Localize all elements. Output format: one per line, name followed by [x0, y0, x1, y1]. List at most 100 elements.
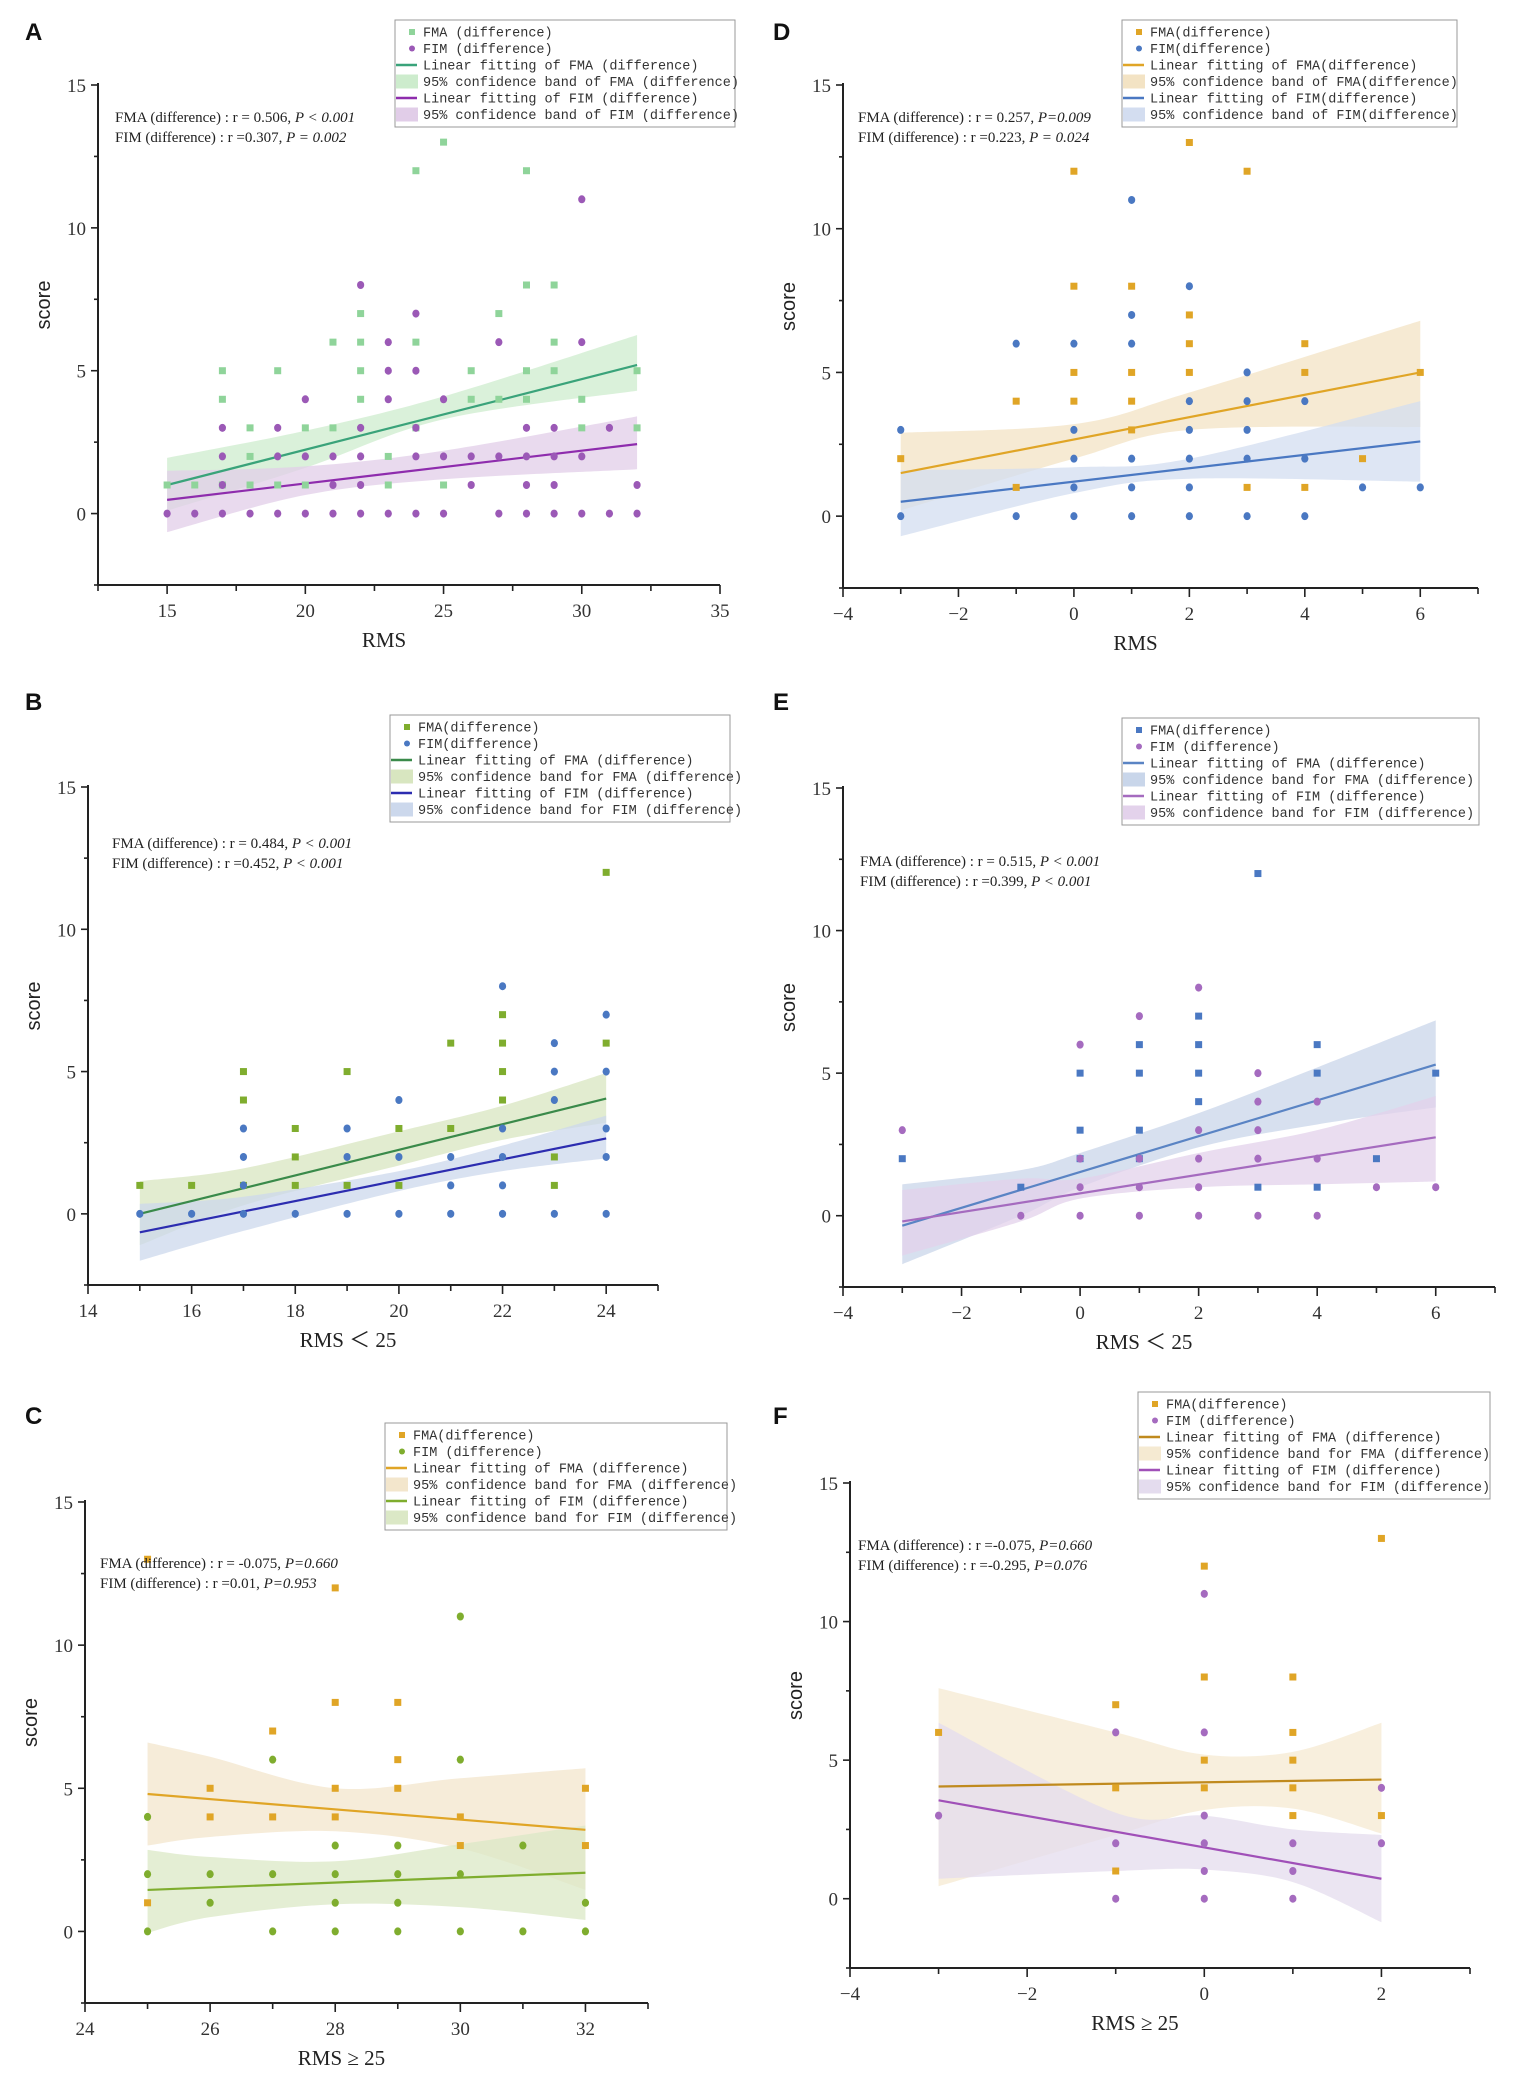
data-point: [191, 481, 199, 489]
x-tick-label: 14: [79, 1301, 99, 1322]
data-point: [395, 1096, 403, 1105]
data-point: [1135, 1041, 1143, 1049]
data-point: [274, 509, 282, 518]
data-point: [1012, 483, 1020, 491]
data-point: [519, 1927, 527, 1936]
data-point: [239, 1096, 247, 1104]
data-point: [1289, 1756, 1297, 1764]
data-point: [1289, 1839, 1297, 1848]
x-tick-label: 24: [76, 2019, 96, 2040]
legend-box: [394, 19, 736, 128]
data-point: [1432, 1183, 1440, 1192]
x-axis-title: RMS: [1113, 631, 1157, 655]
legend-entry: 95% confidence band of FMA (difference): [423, 76, 739, 91]
data-point: [1112, 1867, 1120, 1875]
data-point: [495, 395, 503, 403]
legend-band-icon: [1139, 1446, 1161, 1461]
stat-separator: :: [961, 874, 973, 890]
y-tick-label: 0: [64, 1922, 74, 1943]
data-point: [550, 367, 558, 375]
confidence-band-fma: [167, 335, 638, 511]
data-point: [291, 1153, 299, 1161]
data-point: [218, 423, 226, 432]
data-point: [1289, 1894, 1297, 1903]
data-point: [357, 395, 365, 403]
data-point: [1200, 1839, 1208, 1848]
x-tick-label: 16: [182, 1301, 201, 1322]
stat-p: P=0.009: [1037, 110, 1092, 126]
data-point: [1135, 1012, 1143, 1021]
y-tick-label: 0: [77, 505, 87, 526]
legend-entry: FIM (difference): [413, 1446, 543, 1461]
confidence-band-fim: [902, 1095, 1436, 1256]
x-tick-label: 6: [1431, 1303, 1441, 1324]
stat-line-fim: FIM (difference) : r =0.01, P=0.953: [100, 1576, 317, 1592]
legend-circle-marker-icon: [404, 740, 410, 747]
data-point: [239, 1181, 248, 1190]
stat-label: FMA (difference): [115, 110, 221, 126]
legend-entry: 95% confidence band for FMA (difference): [1166, 1448, 1490, 1463]
legend-band-icon: [396, 107, 418, 122]
data-point: [301, 424, 309, 432]
stat-line-fma: FMA (difference) : r =-0.075, P=0.660: [858, 1538, 1093, 1554]
data-point: [550, 281, 558, 289]
data-point: [1195, 1211, 1203, 1220]
fit-line-fma: [139, 1097, 607, 1215]
data-point: [495, 310, 503, 318]
panel-e: E 0 5 10 15 −4 −2 0 2 4 6 RMS ＜ 25 score FMA (differe…: [773, 689, 1496, 1354]
legend-square-marker-icon: [1136, 727, 1142, 733]
data-point: [163, 509, 171, 518]
data-point: [1185, 483, 1193, 492]
legend-box: [384, 1422, 728, 1531]
data-point: [384, 509, 392, 518]
x-axis-title: RMS ≥ 25: [298, 2046, 385, 2070]
data-point: [1313, 1211, 1321, 1220]
data-point: [550, 1209, 558, 1218]
data-point: [1243, 512, 1251, 521]
legend-entry: 95% confidence band for FIM (difference): [418, 804, 742, 819]
legend-entry: 95% confidence band for FIM (difference): [1166, 1481, 1490, 1496]
data-point: [331, 1584, 339, 1592]
data-point: [550, 481, 558, 489]
data-point: [456, 1612, 464, 1621]
data-point: [291, 1181, 299, 1189]
data-point: [1301, 454, 1309, 463]
stat-r: r =-0.075,: [976, 1538, 1036, 1554]
stat-line-fim: FIM (difference) : r =0.452, P < 0.001: [112, 856, 343, 872]
y-tick-label: 5: [64, 1779, 74, 1800]
data-point: [1112, 1701, 1120, 1709]
x-tick-label: 20: [389, 1301, 408, 1322]
data-point: [1135, 1154, 1143, 1163]
data-point: [412, 309, 420, 318]
y-tick-label: 10: [812, 922, 831, 943]
data-point: [1358, 483, 1367, 492]
data-point: [384, 452, 392, 460]
data-point: [522, 367, 530, 375]
data-point: [1200, 1811, 1208, 1820]
data-point: [550, 338, 558, 346]
legend-box: [389, 714, 731, 823]
stat-line-fim: FIM (difference) : r =0.223, P = 0.024: [858, 130, 1090, 146]
data-point: [578, 424, 586, 432]
data-point: [1313, 1097, 1321, 1106]
x-axis-title: RMS ＜ 25: [300, 1328, 397, 1352]
legend-entry: Linear fitting of FIM (difference): [413, 1496, 688, 1511]
data-point: [499, 1011, 507, 1019]
x-tick-label: 24: [597, 1301, 617, 1322]
legend-entry: FIM(difference): [418, 738, 540, 753]
confidence-band-fma: [900, 320, 1421, 511]
legend-circle-marker-icon: [1136, 743, 1142, 750]
y-axis-title: score: [20, 1698, 42, 1747]
series-fma-points: [163, 138, 641, 489]
x-tick-label: 32: [576, 2019, 595, 2040]
data-point: [274, 481, 282, 489]
data-point: [394, 1698, 402, 1706]
data-point: [246, 424, 254, 432]
data-point: [602, 1010, 610, 1019]
data-point: [357, 367, 365, 375]
data-point: [550, 509, 558, 518]
x-tick-label: 30: [451, 2019, 470, 2040]
y-tick-label: 15: [54, 1493, 73, 1514]
data-point: [934, 1811, 943, 1820]
